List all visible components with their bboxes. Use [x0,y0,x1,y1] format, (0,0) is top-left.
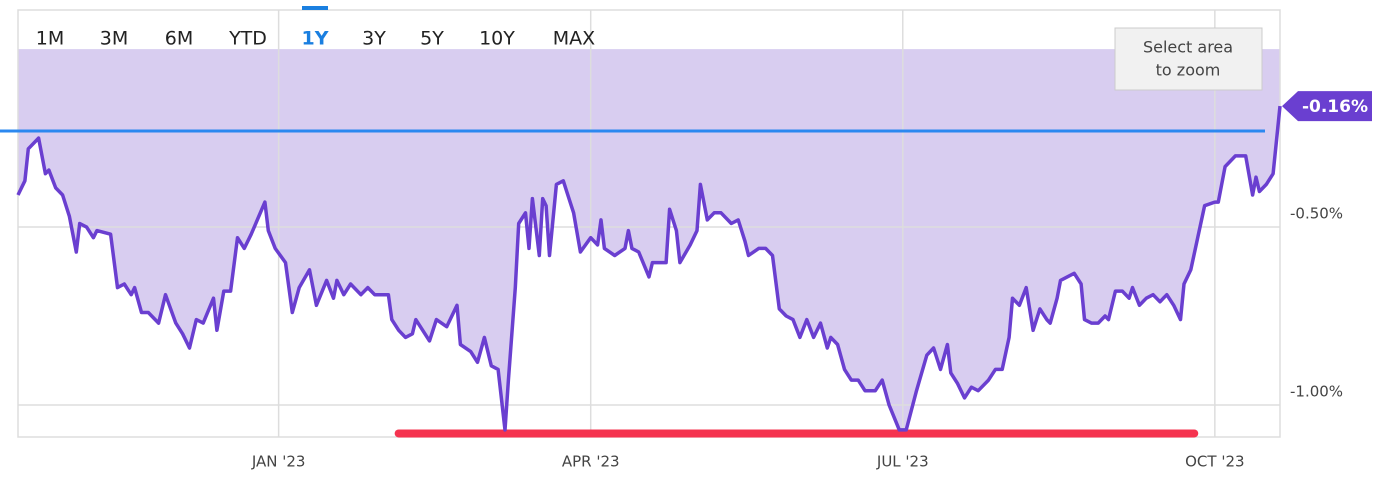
range-button[interactable]: 3M [100,28,128,50]
zoom-hint-box [1114,27,1263,91]
y-tick-label: -1.00% [1290,382,1343,400]
x-tick-label: APR '23 [562,453,620,471]
range-button[interactable]: 10Y [479,28,515,50]
line [16,105,1282,432]
range-button[interactable]: MAX [553,28,595,50]
x-tick-label: JUL '23 [876,453,929,471]
range-button[interactable]: 5Y [420,28,444,50]
end-badge [1282,91,1372,122]
range-button[interactable]: 1M [36,28,64,50]
range-button[interactable]: 6M [165,28,193,50]
end-label: -0.16% [1302,97,1368,117]
zoom-hint: Select area [1143,38,1233,57]
x-tick-label: JAN '23 [251,453,306,471]
y-tick-label: -0.50% [1290,205,1343,223]
range-button[interactable]: YTD [228,28,267,50]
zoom-hint: to zoom [1156,61,1221,80]
area-fill [18,49,1280,430]
range-button[interactable]: 1Y [302,28,329,50]
x-tick-label: OCT '23 [1185,453,1244,471]
selected-indicator [302,6,328,10]
range-button[interactable]: 3Y [362,28,386,50]
